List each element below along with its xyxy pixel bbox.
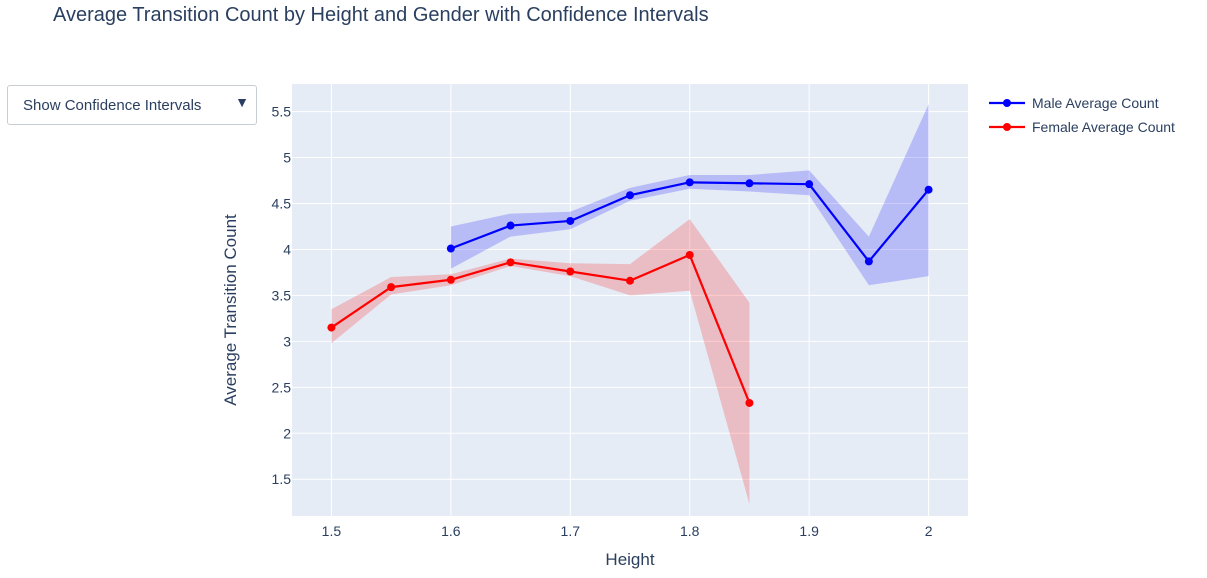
data-point — [864, 257, 873, 266]
y-tick-label: 4.5 — [272, 195, 292, 211]
series-lines — [327, 178, 933, 407]
y-tick-label: 3.5 — [272, 287, 292, 303]
data-point — [566, 216, 575, 225]
tick-labels: 1.5 1.6 1.7 1.8 1.9 2 1.5 2 2.5 3 3.5 4 4.5 5 5.5 — [272, 104, 933, 539]
x-tick-label: 2 — [925, 523, 933, 539]
x-tick-label: 1.6 — [441, 523, 461, 539]
data-point — [745, 179, 754, 188]
confidence-interval-dropdown[interactable]: Show Confidence Intervals ▼ — [7, 85, 257, 125]
series-line — [330, 253, 751, 404]
triangle-down-icon[interactable]: ▼ — [235, 94, 249, 110]
grid-lines — [292, 84, 968, 516]
legend-item[interactable]: Female Average Count — [989, 119, 1175, 135]
confidence-band — [331, 219, 750, 505]
data-point — [506, 258, 515, 267]
confidence-bands — [331, 104, 929, 505]
legend-label: Male Average Count — [1032, 95, 1159, 111]
y-tick-label: 5.5 — [272, 104, 292, 120]
data-point — [506, 221, 515, 230]
x-tick-label: 1.9 — [799, 523, 819, 539]
y-tick-label: 2 — [283, 425, 291, 441]
legend-marker — [1003, 123, 1011, 131]
data-point — [387, 283, 396, 292]
x-axis-title: Height — [605, 550, 654, 569]
data-point — [566, 267, 575, 276]
chart-title: Average Transition Count by Height and G… — [53, 4, 709, 26]
data-point — [626, 191, 634, 200]
y-tick-label: 5 — [283, 150, 291, 166]
legend-marker — [1003, 99, 1011, 107]
y-axis-title: Average Transition Count — [221, 214, 240, 406]
data-point — [924, 185, 933, 194]
legend-label: Female Average Count — [1032, 119, 1175, 135]
legend[interactable]: Male Average Count Female Average Count — [989, 95, 1175, 135]
y-tick-label: 4 — [283, 241, 291, 257]
y-tick-label: 3 — [283, 333, 291, 349]
dropdown-selected-label: Show Confidence Intervals — [23, 96, 202, 114]
data-point — [805, 180, 814, 189]
data-point — [446, 244, 455, 253]
data-point — [327, 323, 336, 332]
x-tick-label: 1.5 — [322, 523, 342, 539]
confidence-band — [450, 104, 929, 286]
plot-background — [292, 84, 968, 516]
data-point — [626, 276, 634, 285]
data-point — [685, 250, 694, 259]
legend-item[interactable]: Male Average Count — [989, 95, 1159, 111]
data-point — [446, 275, 455, 284]
data-point — [745, 398, 754, 407]
data-point — [685, 178, 694, 187]
x-tick-label: 1.8 — [680, 523, 700, 539]
x-tick-label: 1.7 — [561, 523, 581, 539]
y-tick-label: 2.5 — [272, 379, 292, 395]
y-tick-label: 1.5 — [272, 471, 292, 487]
